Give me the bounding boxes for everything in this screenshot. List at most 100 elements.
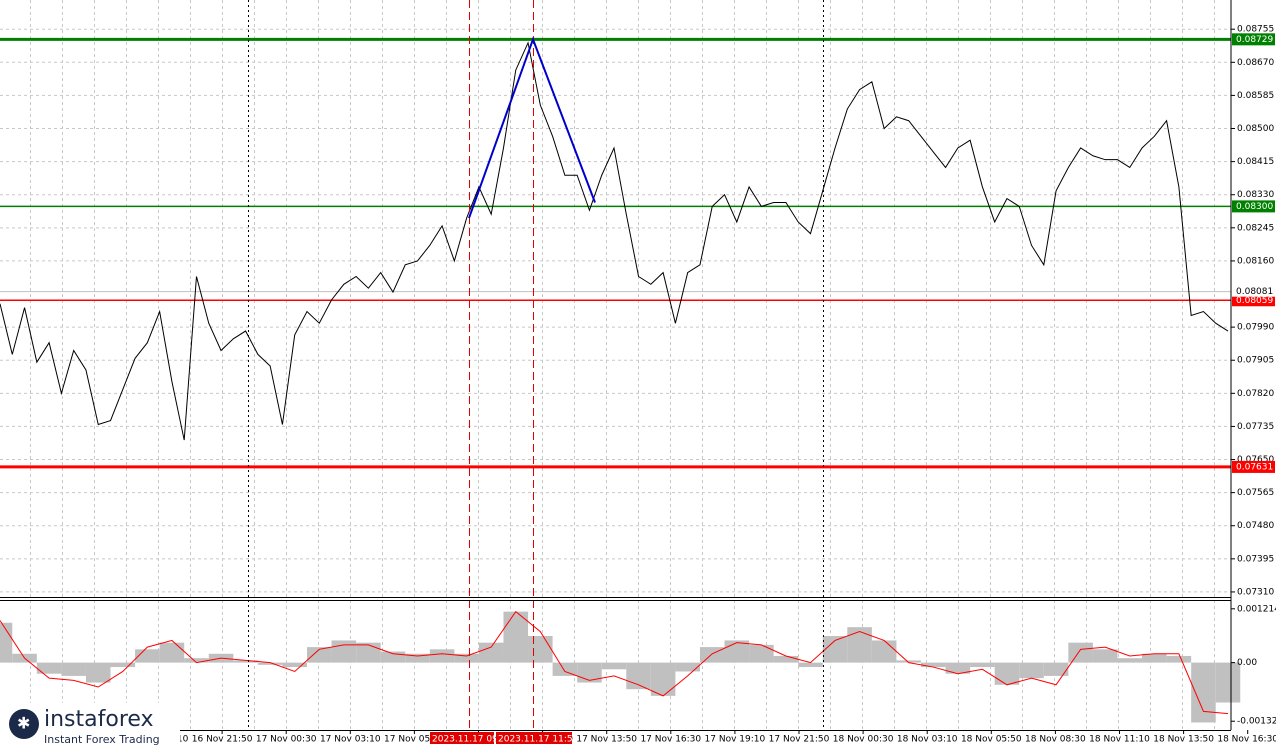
marker-tag xyxy=(496,732,572,744)
x-tick-label: 17 Nov 16:30 xyxy=(640,735,701,745)
level-tag-label: 0.08059 xyxy=(1236,296,1273,306)
histogram-bar xyxy=(871,640,897,663)
y-tick-label: 0.07395 xyxy=(1237,554,1274,564)
histogram-bar xyxy=(380,651,406,663)
logo-icon xyxy=(9,709,39,739)
histogram-bar xyxy=(970,662,995,668)
current-price-tag xyxy=(1232,285,1275,297)
y-tick-label: 0.08585 xyxy=(1237,91,1274,101)
histogram-bar xyxy=(233,660,258,663)
osc-y-tick-label: -0.001322 xyxy=(1237,717,1276,727)
y-tick-label: 0.07735 xyxy=(1237,422,1274,432)
histogram-bar xyxy=(577,662,602,683)
level-tag-label: 0.08300 xyxy=(1236,202,1273,212)
histogram-bar xyxy=(478,642,504,663)
y-tick-label: 0.08670 xyxy=(1237,58,1274,68)
histogram-bar xyxy=(945,662,971,674)
plot xyxy=(0,0,1241,730)
histogram-bar xyxy=(356,642,381,663)
y-tick-label: 0.07905 xyxy=(1237,356,1274,366)
histogram-bar xyxy=(331,640,357,663)
histogram-bar xyxy=(1215,662,1241,703)
histogram-bar xyxy=(1191,662,1216,723)
histogram-bar xyxy=(773,655,799,663)
x-tick-label: 18 Nov 00:30 xyxy=(833,735,894,745)
axis: 0.08755 0.08670 0.08585 0.08500 0.08415 0.083… xyxy=(128,25,1276,745)
pattern-line xyxy=(468,36,596,219)
x-tick-label: 17 Nov 21:50 xyxy=(769,735,830,745)
histogram-bar xyxy=(257,662,283,665)
x-tick-label: 17 Nov 03:10 xyxy=(320,735,381,745)
histogram-bar xyxy=(552,662,578,676)
histogram-bar xyxy=(36,662,62,674)
histogram-bar xyxy=(307,647,332,663)
marker-tag-label: 2023.11.17 09 xyxy=(432,735,498,745)
histogram-bar xyxy=(724,640,750,663)
x-tick-label: 18 Nov 16:30 xyxy=(1217,735,1276,745)
x-tick-label: 18 Nov 11:10 xyxy=(1089,735,1150,745)
x-tick-label: 17 Nov 00:30 xyxy=(256,735,317,745)
grid xyxy=(0,0,1231,730)
y-tick-label: 0.07820 xyxy=(1237,389,1274,399)
logo: ✱ instaforex Instant Forex Trading xyxy=(0,703,180,749)
y-tick-label: 0.07565 xyxy=(1237,488,1274,498)
logo-name: instaforex xyxy=(44,707,154,732)
level-tag-label: 0.08729 xyxy=(1236,35,1273,45)
histogram-bar xyxy=(184,658,209,663)
histogram-bar xyxy=(110,662,136,668)
level-tag xyxy=(1232,460,1275,473)
y-tick-label: 0.07480 xyxy=(1237,521,1274,531)
histogram-bar xyxy=(1019,662,1044,679)
histogram-bar xyxy=(282,662,307,668)
x-tick-label: 18 Nov 08:30 xyxy=(1025,735,1086,745)
histogram-bar xyxy=(61,662,86,676)
x-tick-label: 17 Nov 05:50 xyxy=(384,735,445,745)
histogram-bar xyxy=(601,662,627,670)
histogram-bar xyxy=(1117,658,1143,663)
histogram-bar xyxy=(675,662,700,672)
logo-icon-glyph: ✱ xyxy=(17,714,30,733)
histogram-bar xyxy=(896,660,921,663)
marker-tag-label: 2023.11.17 11:55 xyxy=(498,735,578,745)
histogram-bar xyxy=(1166,655,1192,663)
osc-y-tick-label: 0.00 xyxy=(1237,658,1257,668)
level-tag xyxy=(1232,33,1275,46)
histogram-bar xyxy=(749,644,774,663)
level-tag-label: 0.07631 xyxy=(1236,462,1273,472)
x-tick-label: 16 Nov 21:50 xyxy=(192,735,253,745)
histogram-bar xyxy=(405,653,430,663)
price-line xyxy=(0,41,1229,441)
histogram-bar xyxy=(994,662,1020,685)
osc-y-tick-label: 0.001214 xyxy=(1237,604,1276,614)
level-tag xyxy=(1232,294,1275,307)
histogram-bar xyxy=(798,662,823,668)
y-tick-label: 0.08160 xyxy=(1237,256,1274,266)
histogram-bar xyxy=(454,653,479,663)
x-tick-label: 18 Nov 05:50 xyxy=(961,735,1022,745)
histogram-bar xyxy=(503,611,529,663)
marker-tag xyxy=(430,732,494,744)
logo-tagline: Instant Forex Trading xyxy=(44,733,160,746)
y-tick-label: 0.07310 xyxy=(1237,587,1274,597)
y-tick-label: 0.08245 xyxy=(1237,223,1274,233)
histogram-bar xyxy=(921,662,946,668)
y-tick-label: 0.08415 xyxy=(1237,157,1274,167)
histogram-bar xyxy=(1142,653,1167,663)
x-tick-label: 18 Nov 03:10 xyxy=(897,735,958,745)
signal-line xyxy=(0,610,1229,715)
histogram-bar xyxy=(429,649,455,663)
y-tick-label: 0.08330 xyxy=(1237,190,1274,200)
histogram-bar xyxy=(85,662,111,683)
y-tick-label: 0.08755 xyxy=(1237,25,1274,35)
histogram-bar xyxy=(528,636,553,663)
histogram-bar xyxy=(847,627,872,663)
y-tick-label: 0.08500 xyxy=(1237,124,1274,134)
x-tick-label: 18 Nov 13:50 xyxy=(1153,735,1214,745)
y-tick-label: 0.07990 xyxy=(1237,323,1274,333)
histogram-bar xyxy=(1068,642,1093,663)
histogram-bar xyxy=(1092,649,1118,663)
histogram-bar xyxy=(650,662,676,696)
y-tick-label: 0.07650 xyxy=(1237,455,1274,465)
level-tag xyxy=(1232,200,1275,213)
